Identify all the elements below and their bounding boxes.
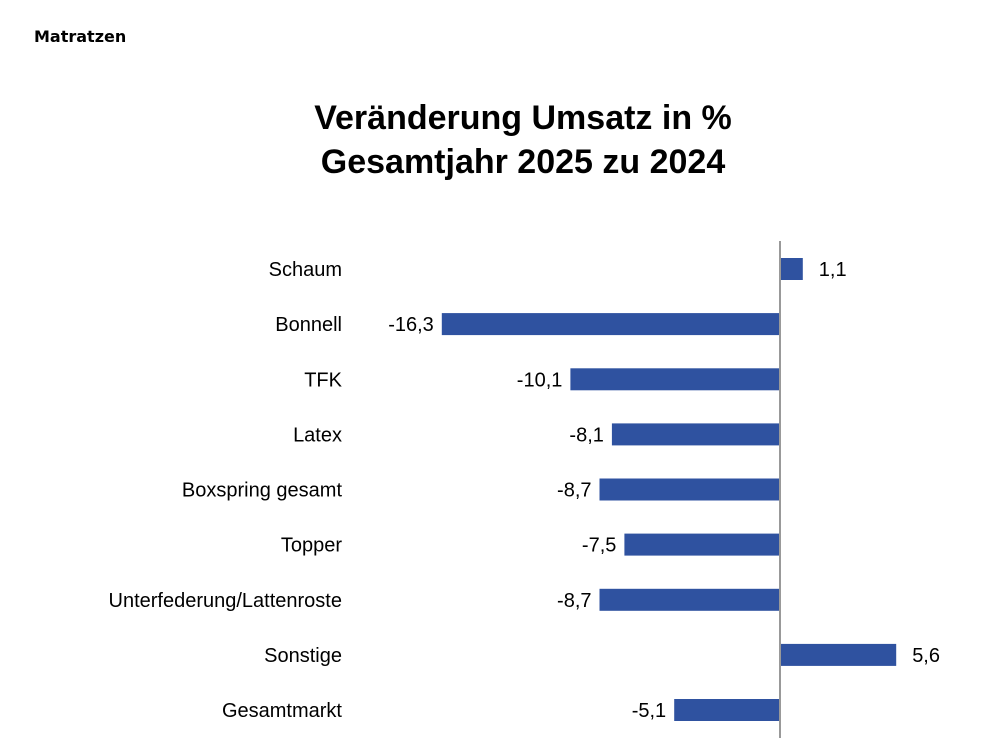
category-label: Gesamtmarkt: [222, 700, 342, 722]
value-label: -8,1: [569, 424, 603, 446]
bar-5: [624, 533, 780, 556]
chart-title-block: Veränderung Umsatz in % Gesamtjahr 2025 …: [0, 96, 1000, 184]
value-label: -8,7: [557, 480, 591, 502]
category-labels-group: Schaum Bonnell TFK Latex Boxspring gesamt Top…: [109, 259, 343, 722]
value-label: -10,1: [517, 369, 563, 391]
chart-subtitle: Gesamtjahr 2025 zu 2024: [320, 143, 726, 181]
bars-group: [441, 258, 897, 721]
page-header: Matratzen: [34, 27, 127, 46]
category-label: Topper: [281, 535, 342, 557]
category-label: Latex: [293, 424, 342, 446]
value-label: -8,7: [557, 590, 591, 612]
bar-1: [441, 313, 780, 336]
category-label: Unterfederung/Lattenroste: [109, 590, 343, 612]
bar-6: [599, 588, 780, 611]
bar-8: [674, 699, 780, 721]
category-label: Schaum: [269, 259, 342, 281]
value-label: 5,6: [912, 645, 940, 667]
bar-2: [570, 368, 780, 391]
value-label: -5,1: [632, 700, 666, 722]
category-label: Bonnell: [275, 314, 342, 336]
bar-3: [611, 423, 780, 446]
category-label: Sonstige: [264, 645, 342, 667]
value-label: -16,3: [388, 314, 434, 336]
value-label: 1,1: [819, 259, 847, 281]
chart-title: Veränderung Umsatz in %: [314, 99, 732, 137]
bar-7: [780, 643, 897, 666]
value-labels-group: 1,1 -16,3 -10,1 -8,1 -8,7 -7,5 -8,7 5,6 -5,1: [388, 259, 940, 722]
value-label: -7,5: [582, 535, 616, 557]
bar-4: [599, 478, 780, 501]
category-label: Boxspring gesamt: [182, 480, 343, 502]
bar-0: [780, 258, 803, 280]
category-label: TFK: [304, 369, 342, 391]
